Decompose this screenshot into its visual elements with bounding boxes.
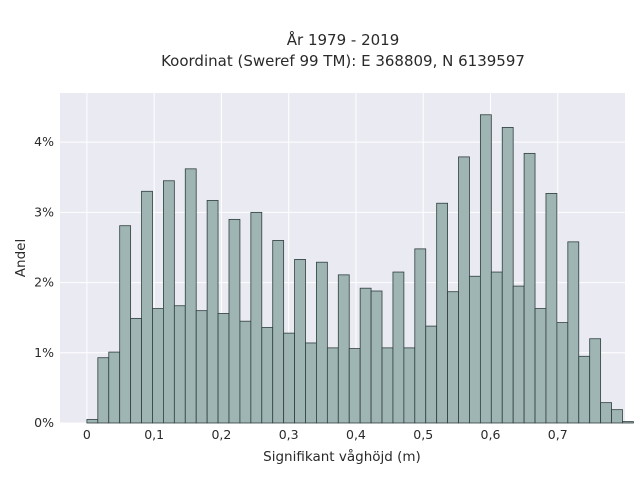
y-axis-ticks: 0% 1% 2% 3% 4% — [34, 134, 54, 430]
y-tick-label: 2% — [34, 275, 54, 290]
chart-title-line-2: Koordinat (Sweref 99 TM): E 368809, N 61… — [161, 52, 525, 70]
histogram-bar — [228, 218, 241, 424]
histogram-bar — [86, 419, 99, 424]
histogram-bar — [250, 211, 263, 424]
histogram-bar — [316, 261, 328, 424]
x-tick-label: 0,2 — [211, 427, 231, 442]
histogram-bar — [512, 285, 525, 424]
histogram-bar — [283, 332, 295, 424]
histogram-bar — [556, 322, 569, 424]
histogram-bar — [611, 409, 623, 424]
histogram-bar — [458, 156, 470, 424]
histogram-bar — [217, 313, 230, 424]
histogram-bar — [326, 347, 339, 424]
histogram-bar — [469, 275, 481, 424]
x-tick-label: 0,5 — [413, 427, 433, 442]
histogram-bar — [97, 357, 110, 424]
histogram-bar — [348, 348, 361, 424]
histogram-bar — [184, 168, 197, 424]
histogram-bar — [501, 127, 514, 424]
histogram-bar — [108, 351, 121, 424]
histogram-bar — [152, 308, 164, 424]
histogram-bar — [523, 152, 536, 424]
y-tick-label: 0% — [34, 415, 54, 430]
histogram-bar — [403, 347, 416, 424]
histogram-bar — [173, 305, 186, 424]
histogram-bar — [239, 320, 252, 424]
x-tick-label: 0,6 — [481, 427, 501, 442]
y-tick-label: 4% — [34, 134, 54, 149]
bars — [86, 114, 634, 424]
x-axis-ticks: 0 0,1 0,2 0,3 0,4 0,5 0,6 0,7 — [83, 427, 568, 442]
histogram-bar — [600, 402, 612, 424]
y-tick-label: 1% — [34, 345, 54, 360]
histogram-bar — [305, 342, 317, 424]
histogram-bar — [534, 308, 547, 424]
histogram-bar — [622, 421, 634, 424]
y-tick-label: 3% — [34, 204, 54, 219]
histogram-bar — [272, 240, 285, 424]
x-tick-label: 0,7 — [548, 427, 568, 442]
histogram-bar — [141, 190, 153, 424]
histogram-bar — [490, 271, 503, 424]
histogram-bar — [130, 317, 142, 424]
histogram-bar — [436, 202, 448, 424]
histogram-bar — [589, 338, 602, 424]
x-tick-label: 0,4 — [346, 427, 366, 442]
y-axis-label: Andel — [13, 239, 29, 277]
histogram-bar — [195, 310, 208, 424]
chart-title-line-1: År 1979 - 2019 — [287, 30, 400, 49]
histogram-bar — [337, 274, 350, 424]
histogram-bar — [294, 259, 306, 424]
histogram-bar — [392, 271, 405, 424]
histogram-bar — [119, 225, 132, 424]
histogram-bar — [381, 347, 394, 424]
histogram-bar — [206, 200, 219, 424]
x-tick-label: 0,1 — [144, 427, 164, 442]
histogram-bar — [359, 287, 372, 424]
histogram-bar — [163, 180, 175, 424]
histogram-bar — [425, 325, 438, 424]
x-tick-label: 0,3 — [279, 427, 299, 442]
x-axis-label: Signifikant våghöjd (m) — [263, 448, 421, 465]
histogram-bar — [479, 114, 492, 424]
histogram-bar — [567, 241, 580, 424]
histogram-bar — [414, 248, 427, 424]
histogram-bar — [447, 291, 459, 424]
histogram-bar — [545, 193, 558, 424]
histogram-bar — [578, 355, 591, 424]
histogram-bar — [370, 290, 383, 424]
x-tick-label: 0 — [83, 427, 91, 442]
histogram-bar — [261, 327, 274, 424]
